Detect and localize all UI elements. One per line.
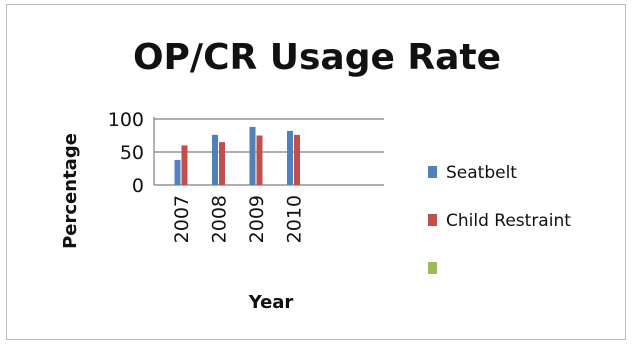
chart-frame: OP/CR Usage Rate 0 50 100 2007 2008 2009 2010…	[6, 4, 626, 340]
legend-swatch	[428, 166, 437, 178]
x-axis-title: Year	[248, 292, 294, 313]
legend: Seatbelt Child Restraint	[428, 163, 571, 274]
bar-child-restraint-2008	[219, 142, 225, 185]
y-axis-title: Percentage	[60, 133, 81, 249]
chart-title: OP/CR Usage Rate	[133, 37, 501, 78]
chart-svg: OP/CR Usage Rate 0 50 100 2007 2008 2009 2010…	[60, 37, 571, 313]
legend-label: Seatbelt	[446, 163, 517, 183]
plot-bars	[174, 126, 300, 185]
x-tick-labels: 2007 2008 2009 2010	[171, 195, 306, 243]
bar-child-restraint-2009	[256, 135, 263, 185]
x-tick-label: 2007	[171, 195, 193, 243]
bar-seatbelt-2010	[287, 130, 293, 185]
plot-grid	[153, 117, 384, 186]
y-tick-label: 50	[120, 142, 144, 164]
x-tick-label: 2008	[209, 195, 231, 243]
y-tick-label: 0	[132, 175, 144, 197]
bar-child-restraint-2010	[294, 134, 300, 185]
x-tick-label: 2009	[246, 195, 268, 243]
bar-seatbelt-2008	[212, 134, 218, 185]
legend-swatch	[428, 214, 437, 226]
x-tick-label: 2010	[284, 195, 306, 243]
y-tick-label: 100	[108, 109, 144, 131]
bar-seatbelt-2009	[249, 126, 256, 185]
bar-seatbelt-2007	[174, 159, 181, 185]
legend-swatch	[428, 262, 437, 274]
y-tick-labels: 0 50 100	[108, 109, 144, 197]
legend-label: Child Restraint	[446, 211, 571, 231]
bar-child-restraint-2007	[181, 145, 188, 185]
